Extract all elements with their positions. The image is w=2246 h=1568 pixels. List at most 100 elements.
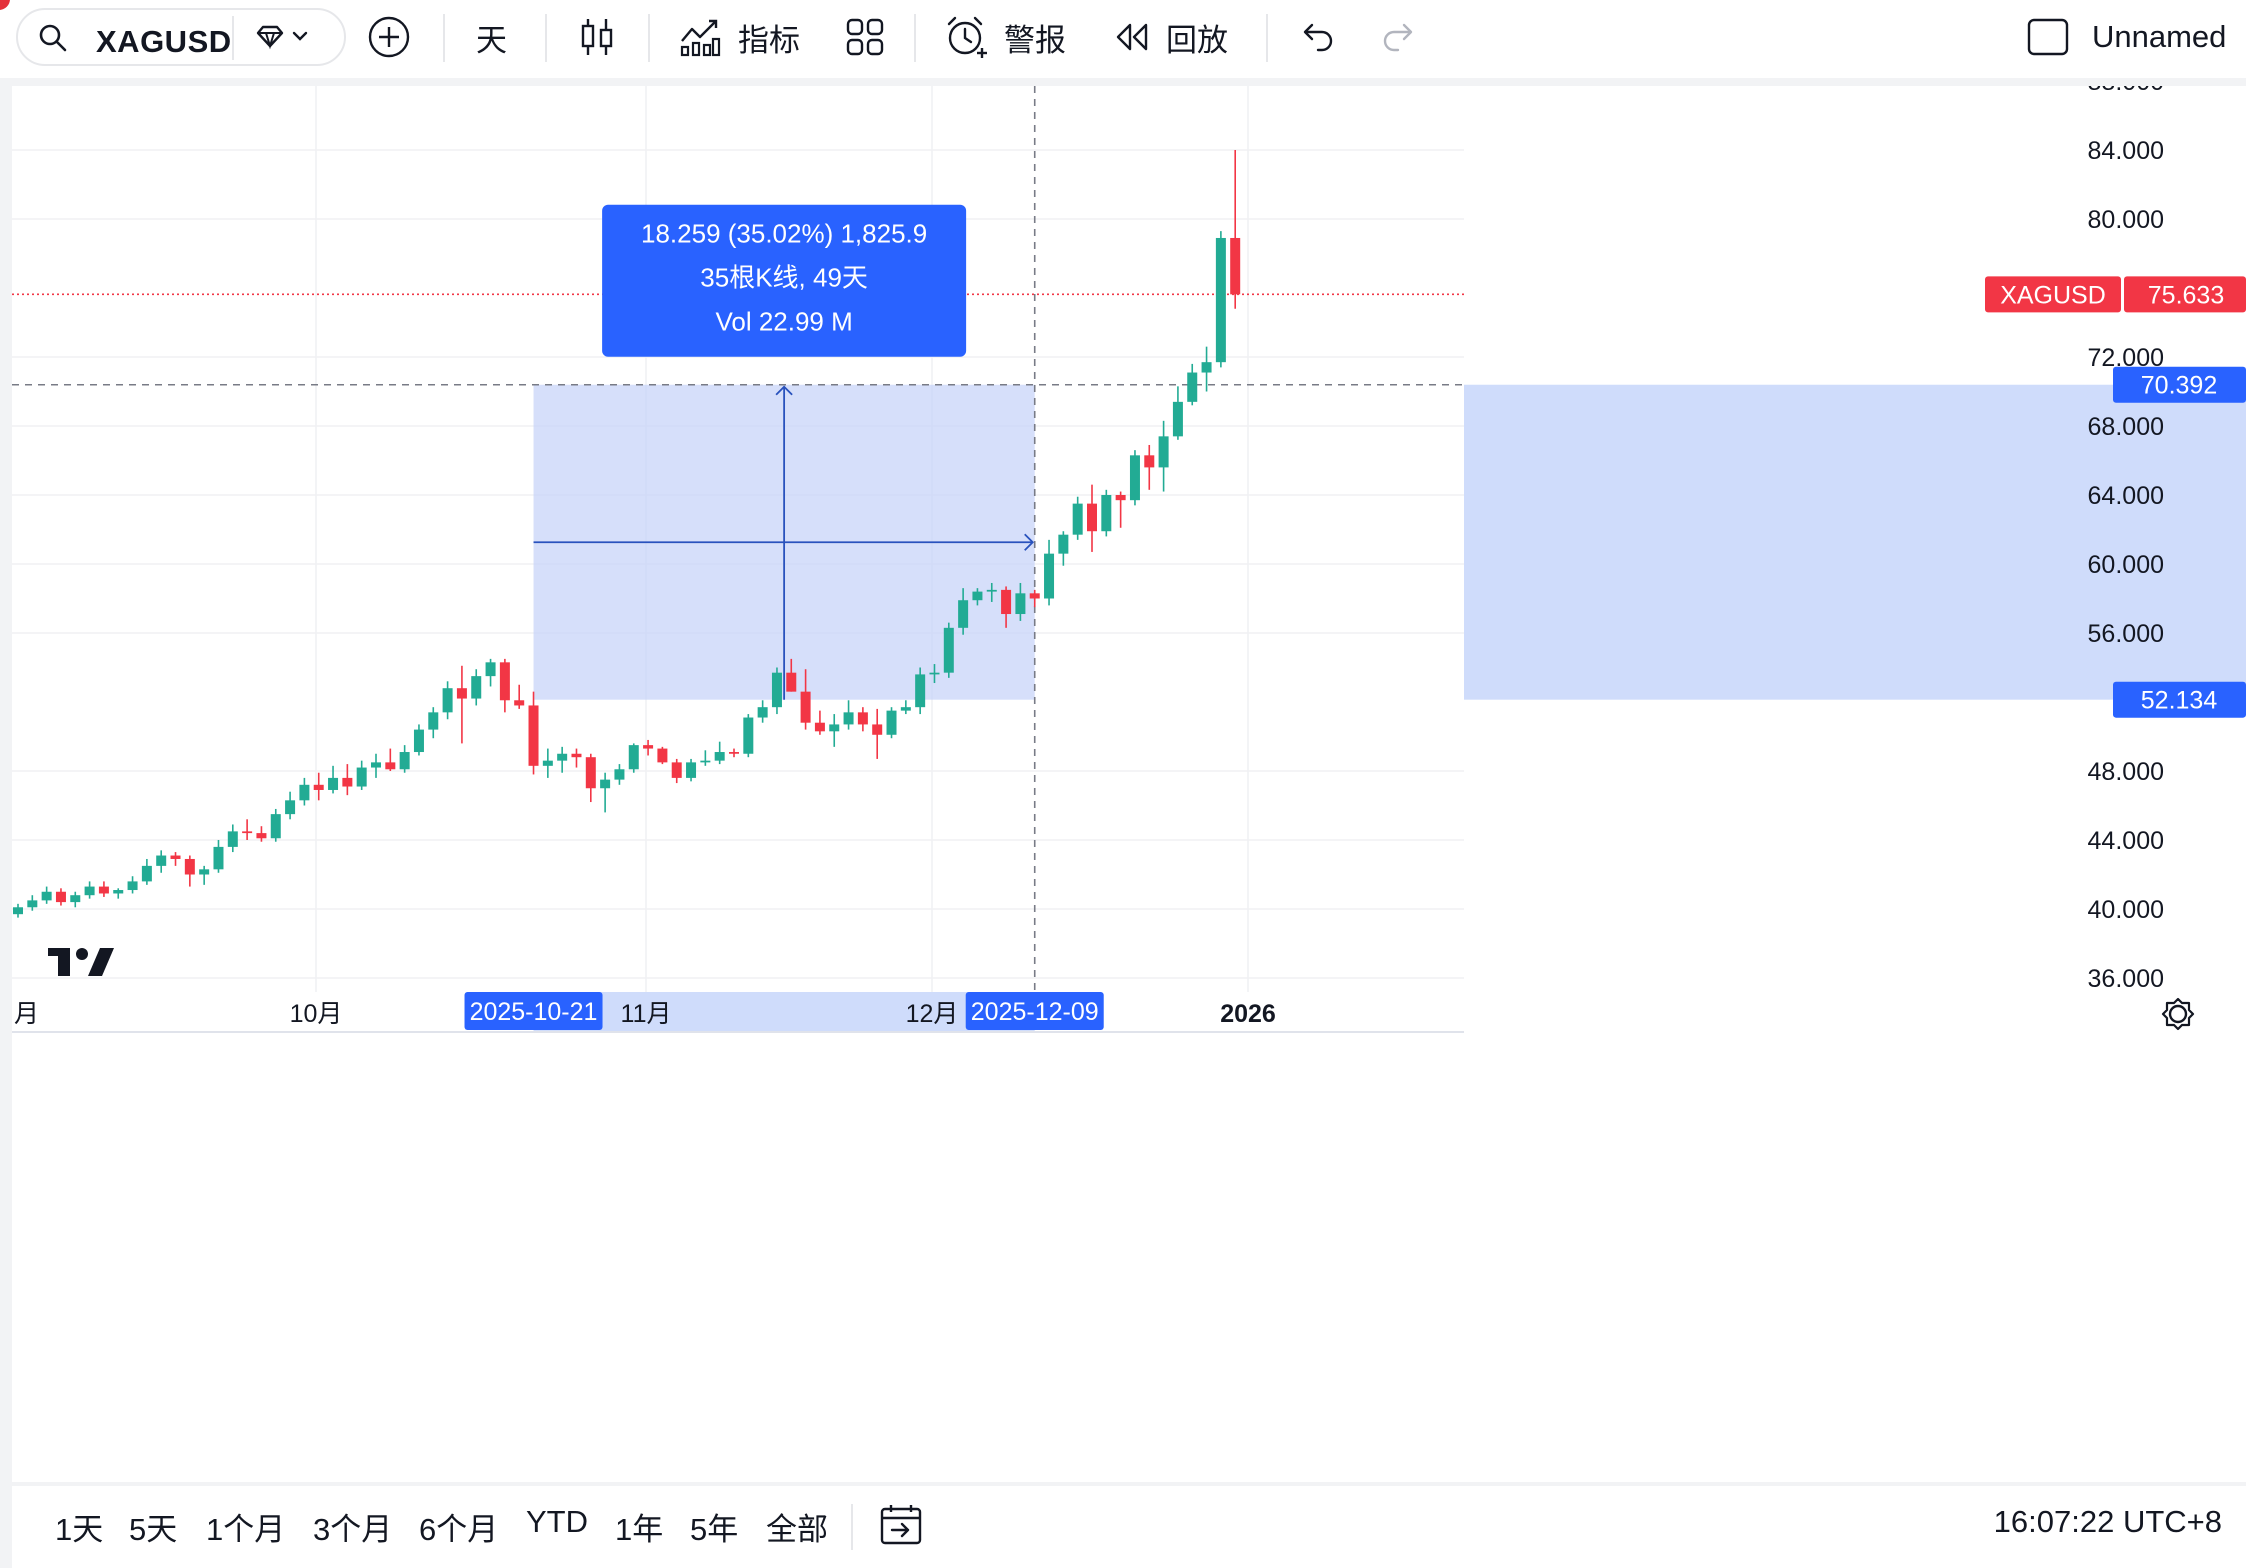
candle[interactable] bbox=[1158, 420, 1169, 492]
range-5d-button[interactable]: 5天 bbox=[129, 1512, 178, 1547]
go-to-date-button[interactable] bbox=[878, 1502, 926, 1553]
candle[interactable] bbox=[872, 708, 883, 759]
candle[interactable] bbox=[98, 881, 109, 897]
add-symbol-button[interactable] bbox=[367, 0, 411, 74]
candle[interactable] bbox=[600, 772, 611, 813]
candle[interactable] bbox=[542, 748, 553, 778]
candle[interactable] bbox=[428, 707, 439, 739]
compare-menu-button[interactable] bbox=[252, 0, 312, 74]
candle[interactable] bbox=[585, 753, 596, 803]
candle[interactable] bbox=[757, 700, 768, 723]
settings-gear-icon[interactable] bbox=[2161, 997, 2195, 1031]
candle[interactable] bbox=[857, 707, 868, 732]
candle[interactable] bbox=[399, 745, 410, 773]
candle[interactable] bbox=[657, 746, 668, 765]
candle[interactable] bbox=[614, 764, 625, 785]
undo-button[interactable] bbox=[1296, 0, 1336, 74]
candle[interactable] bbox=[41, 886, 52, 904]
candle[interactable] bbox=[929, 664, 940, 684]
candle[interactable] bbox=[915, 667, 926, 715]
candle[interactable] bbox=[84, 881, 95, 899]
candle[interactable] bbox=[514, 684, 525, 709]
candle[interactable] bbox=[371, 753, 381, 778]
candle[interactable] bbox=[55, 888, 66, 906]
candle[interactable] bbox=[1144, 444, 1155, 490]
candle[interactable] bbox=[729, 748, 739, 758]
tradingview-logo-icon[interactable] bbox=[48, 948, 114, 976]
candle[interactable] bbox=[356, 760, 367, 790]
candle[interactable] bbox=[1129, 450, 1140, 506]
candle[interactable] bbox=[528, 691, 539, 775]
candle[interactable] bbox=[771, 667, 782, 715]
indicators-button[interactable]: 指标 bbox=[678, 0, 800, 74]
range-5y-button[interactable]: 5年 bbox=[690, 1512, 739, 1547]
range-1d-button[interactable]: 1天 bbox=[55, 1512, 104, 1547]
candle[interactable] bbox=[156, 850, 167, 873]
chart-type-button[interactable] bbox=[578, 0, 616, 74]
candle[interactable] bbox=[242, 819, 253, 840]
candle[interactable] bbox=[184, 855, 195, 887]
candle[interactable] bbox=[671, 758, 682, 784]
candle[interactable] bbox=[313, 772, 324, 801]
candle[interactable] bbox=[1044, 539, 1055, 606]
candle[interactable] bbox=[285, 791, 296, 820]
range-1y-button[interactable]: 1年 bbox=[615, 1512, 664, 1547]
candle[interactable] bbox=[1172, 386, 1183, 440]
candle[interactable] bbox=[714, 741, 725, 765]
range-6m-button[interactable]: 6个月 bbox=[419, 1512, 499, 1547]
candle[interactable] bbox=[113, 888, 124, 899]
candle[interactable] bbox=[328, 765, 339, 794]
candle[interactable] bbox=[557, 746, 568, 773]
range-1m-button[interactable]: 1个月 bbox=[206, 1512, 286, 1547]
candle[interactable] bbox=[628, 743, 639, 773]
candle[interactable] bbox=[256, 826, 267, 842]
candle[interactable] bbox=[27, 895, 38, 911]
candle[interactable] bbox=[786, 658, 797, 692]
interval-button[interactable]: 天 bbox=[476, 22, 507, 58]
candle[interactable] bbox=[1115, 491, 1126, 528]
candle[interactable] bbox=[829, 714, 840, 747]
candle[interactable] bbox=[571, 748, 582, 768]
candle[interactable] bbox=[471, 669, 482, 706]
candle[interactable] bbox=[1201, 346, 1212, 392]
redo-button[interactable] bbox=[1380, 0, 1420, 74]
candle[interactable] bbox=[13, 903, 23, 918]
candle[interactable] bbox=[385, 748, 396, 771]
candle[interactable] bbox=[943, 622, 954, 678]
candle[interactable] bbox=[972, 588, 983, 606]
candle[interactable] bbox=[270, 808, 281, 842]
candle[interactable] bbox=[1101, 489, 1112, 537]
candle[interactable] bbox=[958, 588, 969, 635]
range-all-button[interactable]: 全部 bbox=[766, 1512, 828, 1547]
candle[interactable] bbox=[1029, 589, 1040, 608]
candle[interactable] bbox=[213, 840, 224, 873]
symbol-search-box[interactable]: XAGUSD bbox=[16, 8, 346, 66]
candle[interactable] bbox=[127, 876, 138, 894]
candle[interactable] bbox=[700, 750, 711, 766]
candle[interactable] bbox=[986, 582, 997, 602]
candle[interactable] bbox=[442, 681, 453, 720]
candle[interactable] bbox=[1087, 484, 1097, 552]
candle[interactable] bbox=[485, 658, 496, 687]
layout-grid-button[interactable] bbox=[845, 0, 885, 74]
candle[interactable] bbox=[643, 739, 654, 756]
candle[interactable] bbox=[900, 700, 911, 715]
candle[interactable] bbox=[1072, 496, 1083, 540]
candle[interactable] bbox=[686, 758, 697, 782]
candle[interactable] bbox=[227, 824, 238, 853]
candle[interactable] bbox=[141, 858, 152, 885]
candle[interactable] bbox=[499, 658, 510, 713]
candle[interactable] bbox=[299, 777, 310, 806]
layout-save-button[interactable]: Unnamed bbox=[2026, 0, 2226, 74]
clock-timezone[interactable]: 16:07:22 UTC+8 bbox=[1993, 1504, 2222, 1539]
candle[interactable] bbox=[456, 665, 467, 744]
candle[interactable] bbox=[886, 707, 897, 739]
range-3m-button[interactable]: 3个月 bbox=[313, 1512, 393, 1547]
candle[interactable] bbox=[1215, 231, 1226, 368]
candle[interactable] bbox=[1015, 582, 1026, 621]
candle[interactable] bbox=[1187, 363, 1198, 406]
chart-area[interactable]: 18.259 (35.02%) 1,825.9 35根K线, 49天 Vol 2… bbox=[12, 68, 2246, 1482]
candle[interactable] bbox=[70, 891, 81, 908]
replay-button[interactable]: 回放 bbox=[1112, 0, 1228, 74]
range-ytd-button[interactable]: YTD bbox=[526, 1504, 588, 1539]
